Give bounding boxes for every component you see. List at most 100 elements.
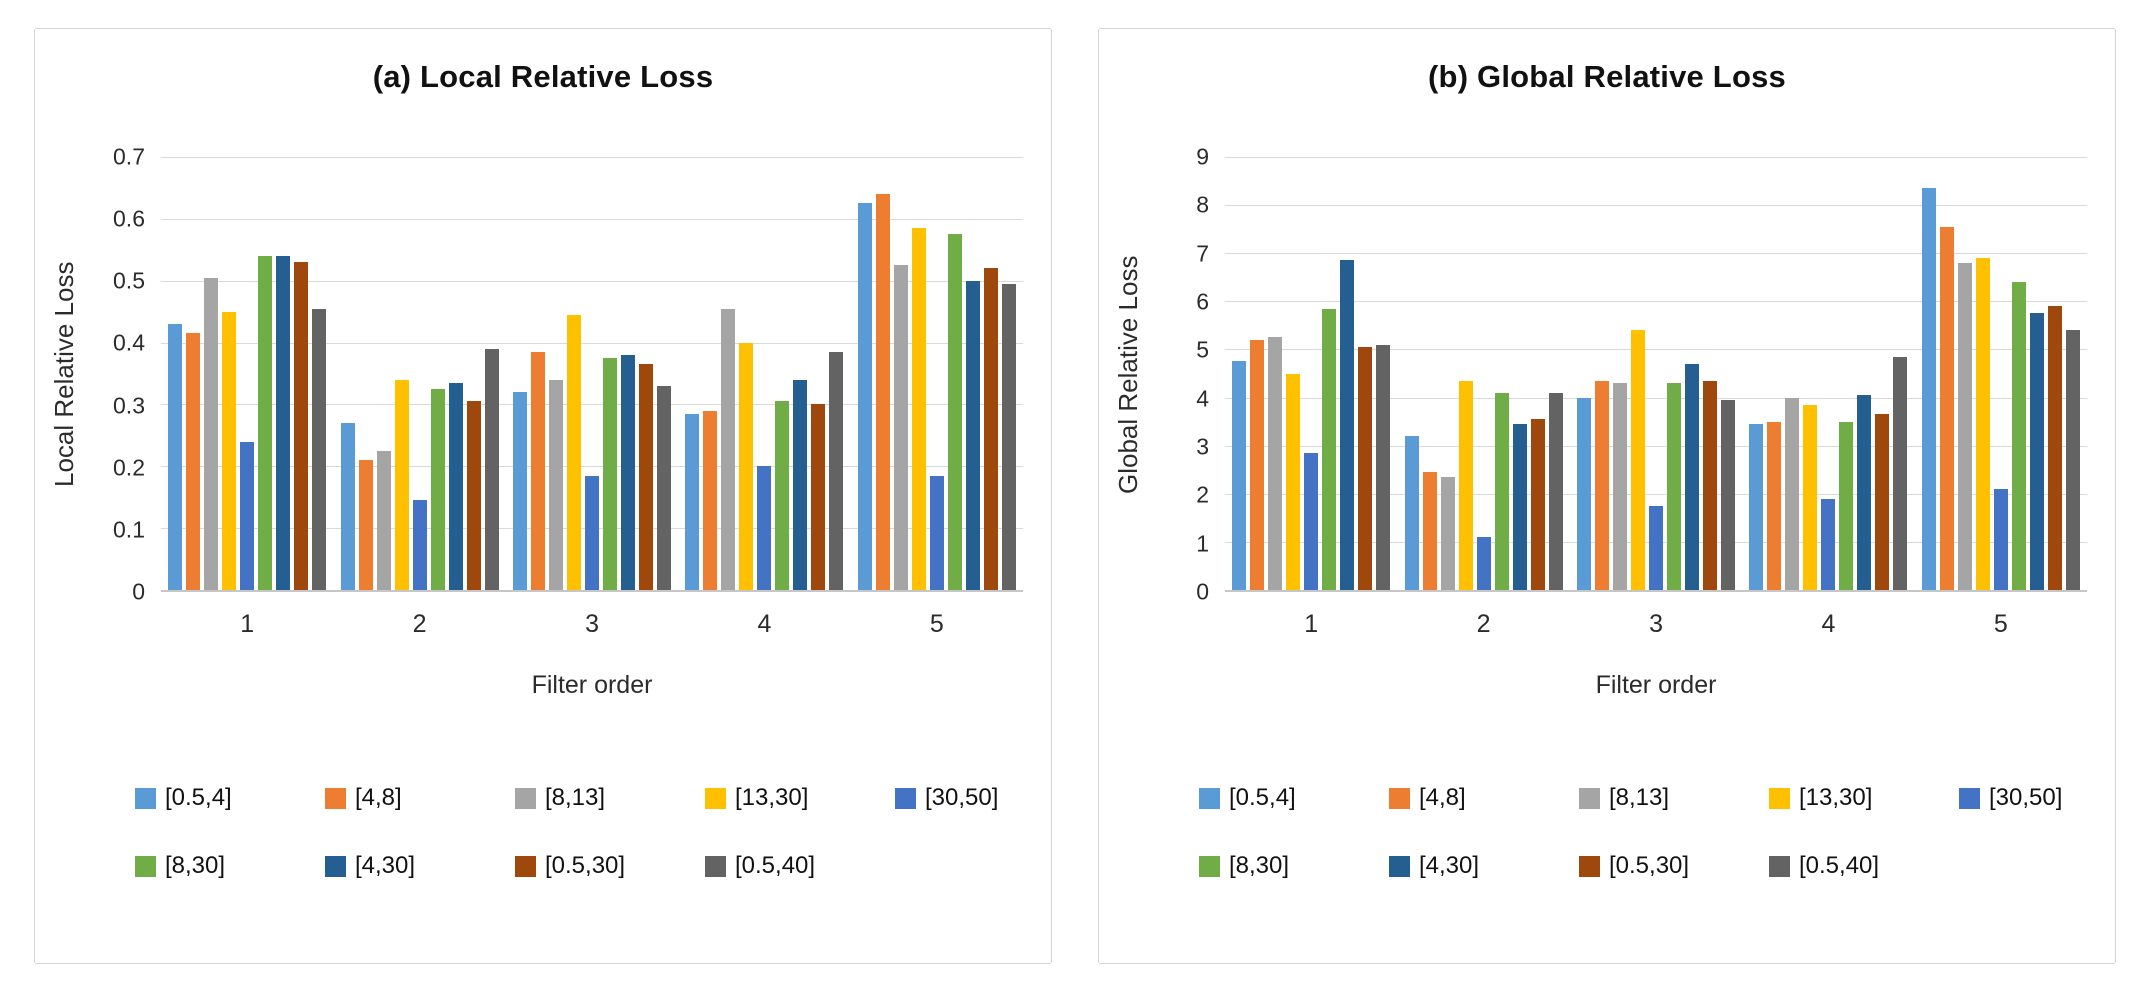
x-tick-label: 1 xyxy=(1304,610,1319,638)
bar-group xyxy=(1225,157,1397,590)
bar xyxy=(1821,498,1836,590)
bar xyxy=(703,410,718,590)
bar-group xyxy=(506,157,678,590)
legend-item: [8,13] xyxy=(515,784,705,812)
legend-swatch xyxy=(1389,787,1410,809)
bar xyxy=(1422,472,1437,590)
legend-item: [0.5,40] xyxy=(705,852,815,880)
chart-area: Global Relative Loss 0 1 2 3 4 5 6 7 8 9 1 2 3 4 5 Fi… xyxy=(1113,145,2087,880)
bar xyxy=(1376,344,1391,590)
bar xyxy=(1648,505,1663,590)
bar xyxy=(358,460,373,590)
chart-title: (a) Local Relative Loss xyxy=(372,59,714,94)
x-tick-label: 3 xyxy=(585,610,599,638)
bar xyxy=(1666,383,1681,590)
bar-group xyxy=(1742,157,1914,590)
y-tick-label: 9 xyxy=(1196,143,1209,170)
x-tick-label: 2 xyxy=(1476,610,1491,638)
gridline xyxy=(1225,349,2087,351)
bar xyxy=(1440,476,1455,590)
legend-item: [4,30] xyxy=(325,852,515,880)
bar-group xyxy=(1397,157,1569,590)
bar xyxy=(1286,373,1301,590)
bar xyxy=(276,255,291,590)
legend-item: [8,30] xyxy=(1199,852,1389,880)
bar xyxy=(466,401,481,590)
bar-group xyxy=(1570,157,1742,590)
y-tick-label: 2 xyxy=(1196,481,1209,508)
bar xyxy=(1512,424,1527,590)
bar xyxy=(656,385,671,590)
y-tick-label: 0 xyxy=(1196,578,1209,605)
legend-label: [0.5,40] xyxy=(1799,852,1880,879)
y-tick-label: 3 xyxy=(1196,433,1209,460)
bar xyxy=(1921,188,1936,590)
gridline xyxy=(1225,253,2087,255)
bar xyxy=(857,203,872,590)
bar xyxy=(1684,363,1699,590)
legend-swatch xyxy=(1769,787,1790,809)
bar xyxy=(1358,347,1373,590)
y-tick-label: 0.5 xyxy=(113,267,145,294)
legend-label: [8,13] xyxy=(1609,784,1670,811)
bar xyxy=(721,308,736,590)
legend-swatch xyxy=(1959,787,1980,809)
bar xyxy=(1530,419,1545,590)
bar xyxy=(312,308,327,590)
gridline xyxy=(161,157,1023,158)
bar xyxy=(294,262,309,590)
bar xyxy=(1893,356,1908,590)
legend-swatch xyxy=(135,855,156,877)
legend-swatch xyxy=(1579,787,1600,809)
chart-title: (b) Global Relative Loss xyxy=(1428,59,1786,94)
bar xyxy=(1322,308,1337,590)
y-tick-label: 0.3 xyxy=(113,392,145,419)
bar xyxy=(1839,421,1854,590)
chart-panel-local-relative-loss: (a) Local Relative Loss Local Relative L… xyxy=(34,28,1052,964)
bar xyxy=(2011,282,2026,590)
bar xyxy=(1803,404,1818,590)
y-axis-tick-labels: 0 1 2 3 4 5 6 7 8 9 xyxy=(1159,145,1225,603)
bar xyxy=(638,364,653,590)
gridline xyxy=(1225,301,2087,303)
bar xyxy=(1957,262,1972,590)
x-tick-label: 4 xyxy=(1821,610,1836,638)
bar xyxy=(258,255,273,590)
legend-swatch xyxy=(1769,855,1790,877)
bar xyxy=(1404,436,1419,590)
legend-item: [0.5,40] xyxy=(1769,852,1879,880)
bar xyxy=(685,413,700,590)
bar xyxy=(240,441,255,590)
gridline xyxy=(1225,493,2087,495)
bar xyxy=(1939,226,1954,590)
legend-label: [4,30] xyxy=(1419,852,1480,879)
x-tick-label: 2 xyxy=(412,610,427,638)
legend-label: [8,13] xyxy=(545,784,606,811)
bar xyxy=(1720,399,1735,590)
legend: [0.5,4] [4,8] [8,13] [13,30] [30,50] [8,30] [4… xyxy=(135,784,1023,880)
gridline xyxy=(161,466,1023,468)
x-tick-label: 4 xyxy=(757,610,772,638)
legend-swatch xyxy=(135,787,156,809)
bar xyxy=(512,392,527,590)
legend-item: [13,30] xyxy=(705,784,895,812)
legend-swatch xyxy=(895,787,916,809)
bar xyxy=(1340,260,1355,590)
bar xyxy=(1767,421,1782,590)
y-tick-label: 0.2 xyxy=(113,454,145,481)
bar xyxy=(1268,337,1283,590)
y-axis-tick-labels: 0 0.1 0.2 0.3 0.4 0.5 0.6 0.7 xyxy=(95,145,161,603)
legend-swatch xyxy=(325,787,346,809)
legend-item: [0.5,30] xyxy=(1579,852,1769,880)
legend-label: [4,8] xyxy=(1419,784,1466,811)
bar xyxy=(584,475,599,590)
legend-row: [8,30] [4,30] [0.5,30] [0.5,40] xyxy=(1199,852,2087,880)
legend-label: [0.5,40] xyxy=(735,852,816,879)
bar xyxy=(757,466,772,590)
bar xyxy=(811,404,826,590)
bar xyxy=(376,450,391,590)
legend-item: [13,30] xyxy=(1769,784,1959,812)
gridline xyxy=(1225,205,2087,207)
y-tick-label: 0.1 xyxy=(113,516,145,543)
